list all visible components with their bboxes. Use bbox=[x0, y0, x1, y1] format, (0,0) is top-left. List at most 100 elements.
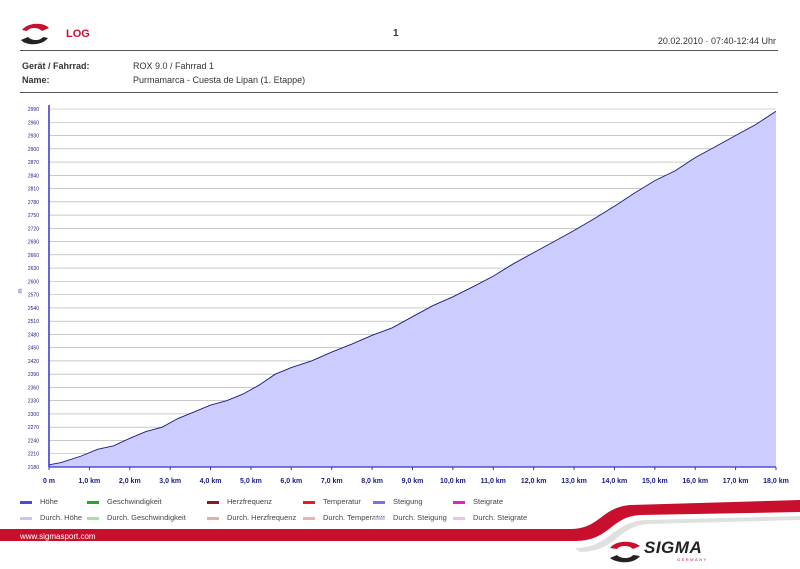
brand-subtitle: GERMANY bbox=[677, 557, 708, 562]
y-tick-label: 2630 bbox=[28, 266, 39, 272]
legend-item: Durch. Steigrate bbox=[453, 513, 527, 525]
footer-url[interactable]: www.sigmasport.com bbox=[20, 532, 96, 541]
device-label: Gerät / Fahrrad: bbox=[22, 61, 90, 71]
chart-area-layer bbox=[48, 110, 777, 467]
legend-swatch bbox=[87, 516, 99, 520]
y-tick-label: 2780 bbox=[28, 200, 39, 206]
elevation-area bbox=[49, 111, 776, 467]
x-tick-label: 0 m bbox=[43, 478, 55, 485]
y-tick-label: 2720 bbox=[28, 226, 39, 232]
y-tick-label: 2660 bbox=[28, 253, 39, 259]
legend-swatch bbox=[373, 500, 385, 504]
x-tick-label: 18,0 km bbox=[763, 478, 789, 485]
legend-label: Durch. Herzfrequenz bbox=[227, 513, 297, 522]
x-tick-label: 1,0 km bbox=[78, 478, 100, 485]
legend-item: Steigrate bbox=[453, 497, 503, 509]
y-tick-label: 2240 bbox=[28, 438, 39, 444]
x-tick-label: 15,0 km bbox=[642, 478, 668, 485]
y-tick-label: 2330 bbox=[28, 399, 39, 405]
legend-swatch bbox=[207, 516, 219, 520]
y-tick-label: 2870 bbox=[28, 160, 39, 166]
y-tick-label: 2180 bbox=[28, 465, 39, 471]
elevation-line bbox=[48, 110, 777, 466]
chart-y-ticks: 2180 2210 2240 2270 2300 2330 2360 2390 2420 2450… bbox=[28, 107, 39, 471]
legend-swatch bbox=[373, 516, 385, 520]
x-tick-label: 3,0 km bbox=[159, 478, 181, 485]
x-tick-label: 8,0 km bbox=[361, 478, 383, 485]
y-tick-label: 2270 bbox=[28, 425, 39, 431]
legend-item: Durch. Geschwindigkeit bbox=[87, 513, 186, 525]
legend-item: Durch. Steigung bbox=[373, 513, 447, 525]
legend-label: Steigung bbox=[393, 497, 423, 506]
sigma-brand-icon bbox=[610, 541, 640, 563]
x-tick-label: 12,0 km bbox=[521, 478, 547, 485]
y-tick-label: 2510 bbox=[28, 319, 39, 325]
y-tick-label: 2390 bbox=[28, 372, 39, 378]
legend-label: Durch. Steigung bbox=[393, 513, 447, 522]
legend-swatch bbox=[453, 500, 465, 504]
y-tick-label: 2960 bbox=[28, 120, 39, 126]
legend-label: Durch. Geschwindigkeit bbox=[107, 513, 186, 522]
x-tick-label: 11,0 km bbox=[481, 478, 506, 485]
x-tick-label: 9,0 km bbox=[402, 478, 424, 485]
legend-swatch bbox=[20, 500, 32, 504]
y-tick-label: 2990 bbox=[28, 107, 39, 113]
legend-item: Höhe bbox=[20, 497, 58, 509]
legend-item: Geschwindigkeit bbox=[87, 497, 162, 509]
chart-x-ticks: 0 m 1,0 km 2,0 km 3,0 km 4,0 km 5,0 km 6,0 km 7… bbox=[43, 467, 789, 485]
x-tick-label: 17,0 km bbox=[723, 478, 749, 485]
legend-label: Herzfrequenz bbox=[227, 497, 273, 506]
x-tick-label: 6,0 km bbox=[280, 478, 302, 485]
legend-item: Durch. Höhe bbox=[20, 513, 82, 525]
y-tick-label: 2930 bbox=[28, 134, 39, 140]
name-value: Purmamarca - Cuesta de Lipan (1. Etappe) bbox=[133, 75, 306, 85]
y-tick-label: 2900 bbox=[28, 147, 39, 153]
legend-item: Herzfrequenz bbox=[207, 497, 272, 509]
legend-item: Steigung bbox=[373, 497, 423, 509]
x-tick-label: 7,0 km bbox=[321, 478, 343, 485]
legend-label: Durch. Höhe bbox=[40, 513, 83, 522]
legend-label: Steigrate bbox=[473, 497, 504, 506]
legend-swatch bbox=[453, 516, 465, 520]
chart-legend: Höhe Geschwindigkeit Herzfrequenz Temperatu… bbox=[20, 497, 580, 525]
y-tick-label: 2690 bbox=[28, 240, 39, 246]
x-tick-label: 4,0 km bbox=[200, 478, 222, 485]
legend-label: Temperatur bbox=[323, 497, 361, 506]
page-number: 1 bbox=[393, 28, 399, 39]
sigma-logo-icon bbox=[21, 23, 49, 45]
y-tick-label: 2300 bbox=[28, 412, 39, 418]
y-tick-label: 2360 bbox=[28, 385, 39, 391]
legend-item: Temperatur bbox=[303, 497, 361, 509]
x-tick-label: 13,0 km bbox=[561, 478, 587, 485]
header-divider bbox=[20, 50, 778, 51]
y-tick-label: 2810 bbox=[28, 187, 39, 193]
legend-swatch bbox=[303, 500, 315, 504]
app-title: LOG bbox=[66, 28, 90, 40]
meta-divider bbox=[20, 92, 778, 93]
date-range: 20.02.2010 · 07:40-12:44 Uhr bbox=[657, 36, 776, 46]
legend-label: Geschwindigkeit bbox=[107, 497, 162, 506]
y-tick-label: 2420 bbox=[28, 359, 39, 365]
legend-swatch bbox=[87, 500, 99, 504]
device-value: ROX 9.0 / Fahrrad 1 bbox=[133, 61, 215, 71]
x-tick-label: 10,0 km bbox=[440, 478, 466, 485]
y-tick-label: 2600 bbox=[28, 279, 39, 285]
brand-name: SIGMA bbox=[644, 538, 703, 557]
y-tick-label: 2480 bbox=[28, 332, 39, 338]
name-label: Name: bbox=[22, 75, 50, 85]
y-tick-label: 2840 bbox=[28, 173, 39, 179]
elevation-chart: m 2180 2210 2240 2270 2300 2330 2360 2390 2420 24… bbox=[18, 105, 789, 485]
x-tick-label: 14,0 km bbox=[602, 478, 628, 485]
y-tick-label: 2750 bbox=[28, 213, 39, 219]
y-tick-label: 2570 bbox=[28, 293, 39, 299]
x-tick-label: 5,0 km bbox=[240, 478, 262, 485]
legend-swatch bbox=[303, 516, 315, 520]
legend-label: Höhe bbox=[40, 497, 58, 506]
legend-swatch bbox=[207, 500, 219, 504]
legend-swatch bbox=[20, 516, 32, 520]
x-tick-label: 2,0 km bbox=[119, 478, 141, 485]
legend-label: Durch. Steigrate bbox=[473, 513, 528, 522]
y-tick-label: 2540 bbox=[28, 306, 39, 312]
x-tick-label: 16,0 km bbox=[682, 478, 708, 485]
legend-item: Durch. Herzfrequenz bbox=[207, 513, 296, 525]
